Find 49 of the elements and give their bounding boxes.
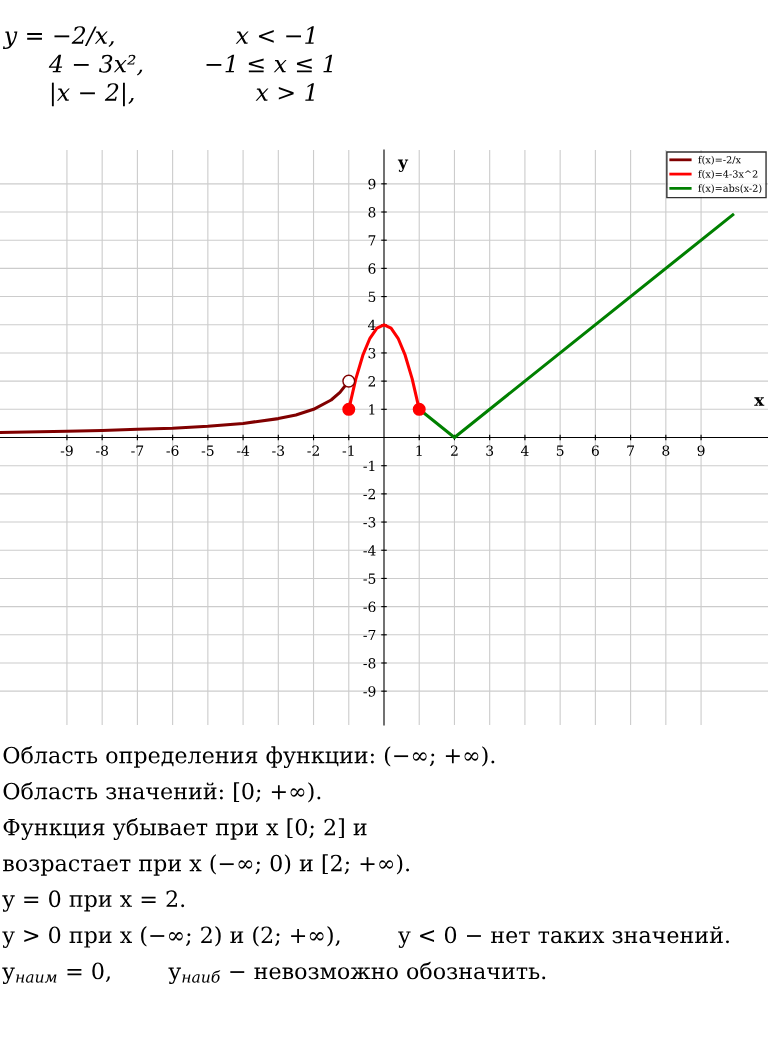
x-axis-title: x — [754, 397, 765, 406]
y-tick-label: 9 — [368, 178, 376, 190]
legend-label: f(x)=-2/x — [698, 155, 741, 165]
x-tick-label: 6 — [591, 445, 599, 456]
x-tick-label: -5 — [201, 445, 214, 456]
y-tick-label: -1 — [363, 460, 375, 471]
y-tick-label: -7 — [363, 629, 376, 641]
x-tick-label: 2 — [450, 445, 458, 456]
x-tick-label: -7 — [131, 445, 144, 456]
y-tick-label: -3 — [363, 517, 376, 528]
y-tick-label: -9 — [363, 686, 376, 697]
x-tick-label: 5 — [556, 445, 564, 456]
x-tick-label: 3 — [486, 445, 494, 456]
y-tick-label: 7 — [368, 235, 376, 246]
text: y$_{наим}$ = 0, y$_{наиб}$ − невозможно обозначить. — [2, 961, 546, 984]
y-tick-label: 3 — [368, 347, 376, 359]
legend-label: f(x)=4-3x^2 — [698, 170, 758, 180]
text: y > 0 при x (−∞; 2) и (2; +∞), y < 0 − нет таких значений. — [2, 926, 729, 948]
y-tick-label: 5 — [368, 291, 376, 303]
y-tick-label: 8 — [368, 206, 376, 218]
x-tick-label: 9 — [697, 445, 705, 456]
x-tick-label: -2 — [307, 445, 319, 456]
x-tick-label: -9 — [60, 445, 73, 456]
y-tick-label: -8 — [363, 657, 376, 669]
x-tick-label: -8 — [96, 445, 108, 456]
text: Функция убывает при x [0; 2] и — [3, 817, 367, 841]
y-tick-label: 2 — [368, 376, 375, 387]
x-tick-label: -4 — [236, 445, 250, 456]
x-tick-label: -3 — [272, 445, 285, 456]
x-tick-label: 1 — [416, 445, 422, 456]
text: возрастает при x (−∞; 0) и [2; +∞). — [3, 854, 410, 876]
x-tick-label: -1 — [342, 445, 354, 456]
chart-title: y = −2/x, x < −1 4 − 3x², −1 ≤ x ≤ 1 |x − 2|, x > 1 — [2, 26, 333, 107]
x-tick-label: -6 — [166, 445, 179, 456]
y-tick-label: -6 — [363, 601, 376, 613]
y-tick-label: -5 — [363, 573, 376, 584]
y-tick-label: -2 — [363, 488, 375, 500]
text: y = 0 при x = 2. — [2, 890, 185, 912]
y-tick-label: 1 — [369, 404, 375, 415]
y-tick-label: -4 — [363, 545, 376, 556]
y-tick-label: 4 — [367, 319, 376, 331]
y-tick-label: 6 — [368, 263, 376, 274]
text: Область определения функции: (−∞; +∞). — [3, 745, 495, 769]
text: Область значений: [0; +∞). — [3, 781, 321, 803]
x-tick-label: 7 — [627, 445, 635, 456]
x-tick-label: 8 — [662, 445, 670, 456]
legend-label: f(x)=abs(x-2) — [698, 184, 762, 194]
x-tick-label: 4 — [520, 445, 529, 456]
y-axis-title: y — [397, 159, 409, 172]
